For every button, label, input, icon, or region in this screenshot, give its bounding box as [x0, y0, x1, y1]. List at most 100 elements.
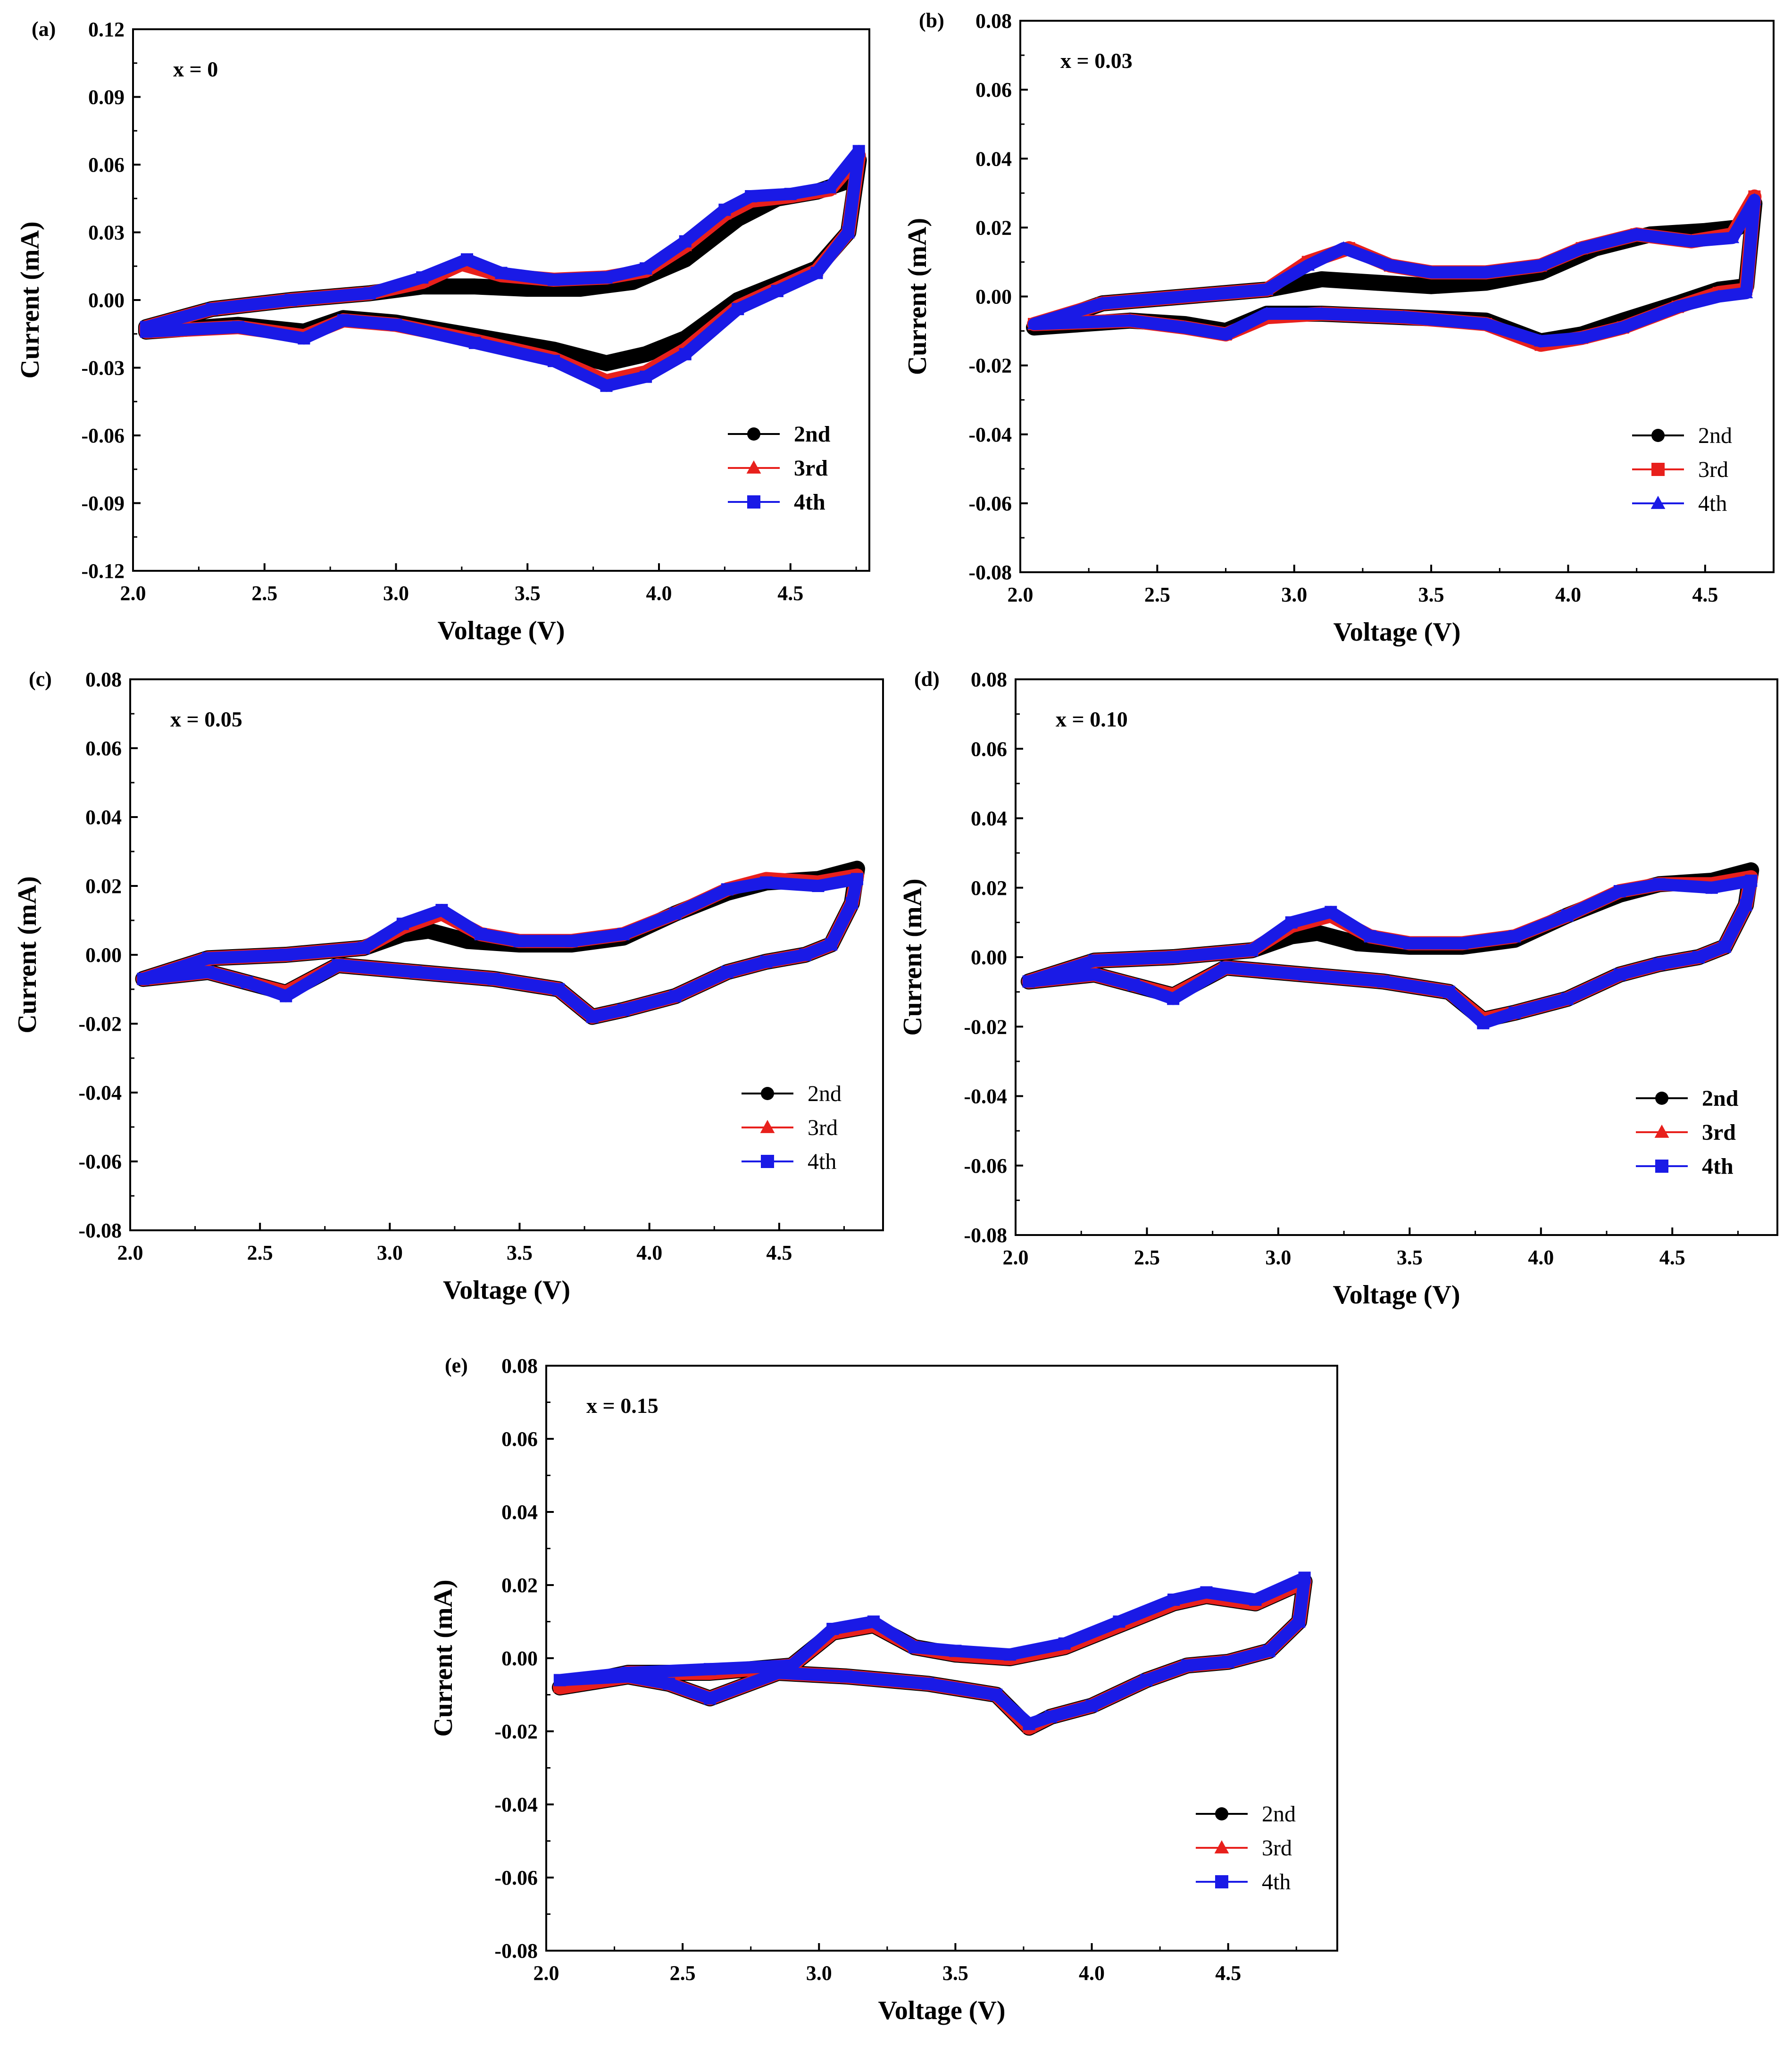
data-point-4th	[784, 188, 797, 200]
legend: 2nd 3rd 4th	[1636, 1086, 1739, 1179]
data-point-4th	[1127, 978, 1140, 991]
y-tick-label: 0.04	[971, 807, 1007, 830]
legend-marker-4th	[1215, 1875, 1228, 1888]
legend-label: 2nd	[808, 1081, 842, 1106]
data-point-4th	[824, 181, 836, 193]
legend-label: 4th	[1262, 1870, 1291, 1895]
data-point-4th	[1336, 241, 1350, 254]
data-point-4th	[487, 973, 500, 985]
y-tick-label: -0.06	[968, 492, 1012, 515]
data-point-4th	[600, 379, 613, 392]
data-point-4th	[799, 949, 811, 961]
y-tick-label: 0.00	[971, 946, 1007, 969]
data-point-4th	[241, 976, 253, 989]
x-tick-label: 2.5	[251, 582, 277, 605]
legend-marker-2nd	[761, 1087, 774, 1100]
legend-marker-2nd	[1215, 1807, 1228, 1820]
y-tick-label: 0.08	[501, 1354, 538, 1377]
data-point-4th	[1364, 930, 1376, 943]
x-tick-label: 4.5	[1215, 1962, 1241, 1985]
data-point-4th	[1671, 300, 1685, 312]
y-tick-label: 0.00	[85, 943, 122, 967]
y-tick-label: -0.04	[494, 1793, 538, 1816]
data-point-4th	[826, 1623, 839, 1635]
data-point-4th	[771, 284, 783, 297]
data-point-4th	[202, 966, 215, 978]
legend-label: 3rd	[1262, 1836, 1292, 1861]
legend: 2nd 3rd 4th	[728, 422, 831, 515]
legend-marker-2nd	[1651, 429, 1665, 442]
legend-label: 3rd	[794, 456, 828, 481]
data-point-4th	[1616, 320, 1630, 333]
data-point-4th	[1293, 1615, 1306, 1628]
data-point-4th	[280, 949, 292, 961]
y-tick-label: -0.06	[964, 1154, 1007, 1177]
data-point-4th	[810, 267, 823, 279]
data-point-2nd	[422, 924, 435, 937]
data-point-4th	[679, 235, 692, 248]
x-tick-label: 3.5	[942, 1962, 968, 1985]
data-point-4th	[760, 955, 773, 968]
legend-label: 4th	[794, 490, 825, 515]
data-point-4th	[1739, 286, 1753, 299]
panel-label: (a)	[32, 17, 56, 41]
data-point-4th	[1222, 1655, 1234, 1668]
legend: 2nd 3rd 4th	[1196, 1802, 1296, 1895]
data-point-4th	[137, 973, 150, 985]
x-tick-label: 4.5	[766, 1241, 792, 1264]
data-point-4th	[1479, 265, 1493, 278]
legend-marker-3rd	[1214, 1840, 1229, 1853]
x-axis-title: Voltage (V)	[437, 616, 565, 645]
data-point-2nd	[461, 935, 474, 947]
series-4th	[137, 873, 863, 1023]
y-tick-label: 0.08	[975, 9, 1012, 33]
y-tick-label: 0.06	[975, 78, 1012, 101]
y-axis-title: Current (mA)	[13, 876, 42, 1033]
data-point-4th	[206, 303, 218, 316]
y-tick-label: 0.06	[501, 1428, 538, 1451]
x-tick-label: 3.0	[806, 1962, 832, 1985]
data-point-4th	[1442, 985, 1455, 998]
data-point-4th	[1200, 1586, 1213, 1599]
y-tick-label: -0.04	[78, 1081, 122, 1104]
x-tick-label: 2.0	[117, 1241, 143, 1264]
y-tick-label: -0.08	[78, 1219, 122, 1242]
x-tick-label: 2.5	[1144, 583, 1170, 606]
data-point-4th	[949, 1645, 962, 1657]
data-point-4th	[845, 897, 858, 910]
data-point-4th	[1246, 944, 1259, 957]
data-point-4th	[1745, 875, 1758, 887]
legend-marker-2nd	[1655, 1092, 1668, 1105]
y-tick-label: -0.02	[78, 1012, 122, 1035]
panel-c: 2.0 2.5 3.0 3.5 4.0 4.5 -0.08 -0.06 -0.04 -0.02 0.…	[13, 668, 884, 1305]
data-point-4th	[1022, 975, 1035, 988]
y-axis-title: Current (mA)	[16, 221, 45, 378]
y-tick-label: -0.03	[81, 357, 125, 380]
x-axis-title: Voltage (V)	[878, 1996, 1005, 2025]
data-point-4th	[363, 287, 376, 300]
y-tick-label: 0.02	[971, 877, 1007, 900]
data-point-4th	[812, 880, 825, 892]
data-point-4th	[1705, 881, 1718, 894]
data-point-4th	[640, 262, 652, 275]
data-point-4th	[1748, 192, 1761, 205]
data-point-2nd	[1480, 276, 1492, 289]
legend-label: 3rd	[808, 1115, 838, 1140]
composition-annotation: x = 0	[173, 57, 218, 81]
y-tick-label: -0.04	[964, 1085, 1007, 1108]
x-tick-label: 2.5	[247, 1241, 273, 1264]
data-point-4th	[1613, 885, 1626, 898]
y-tick-label: -0.02	[968, 354, 1012, 377]
y-tick-label: -0.08	[494, 1939, 538, 1962]
data-point-4th	[867, 1615, 880, 1628]
y-tick-label: 0.02	[975, 216, 1012, 239]
y-tick-label: -0.09	[81, 492, 125, 515]
data-point-4th	[1561, 909, 1574, 922]
data-point-4th	[721, 883, 733, 896]
data-point-4th	[1653, 878, 1666, 891]
data-point-4th	[1167, 993, 1180, 1005]
data-point-4th	[640, 370, 652, 383]
y-tick-label: 0.06	[85, 737, 122, 760]
y-tick-label: 0.00	[975, 285, 1012, 309]
